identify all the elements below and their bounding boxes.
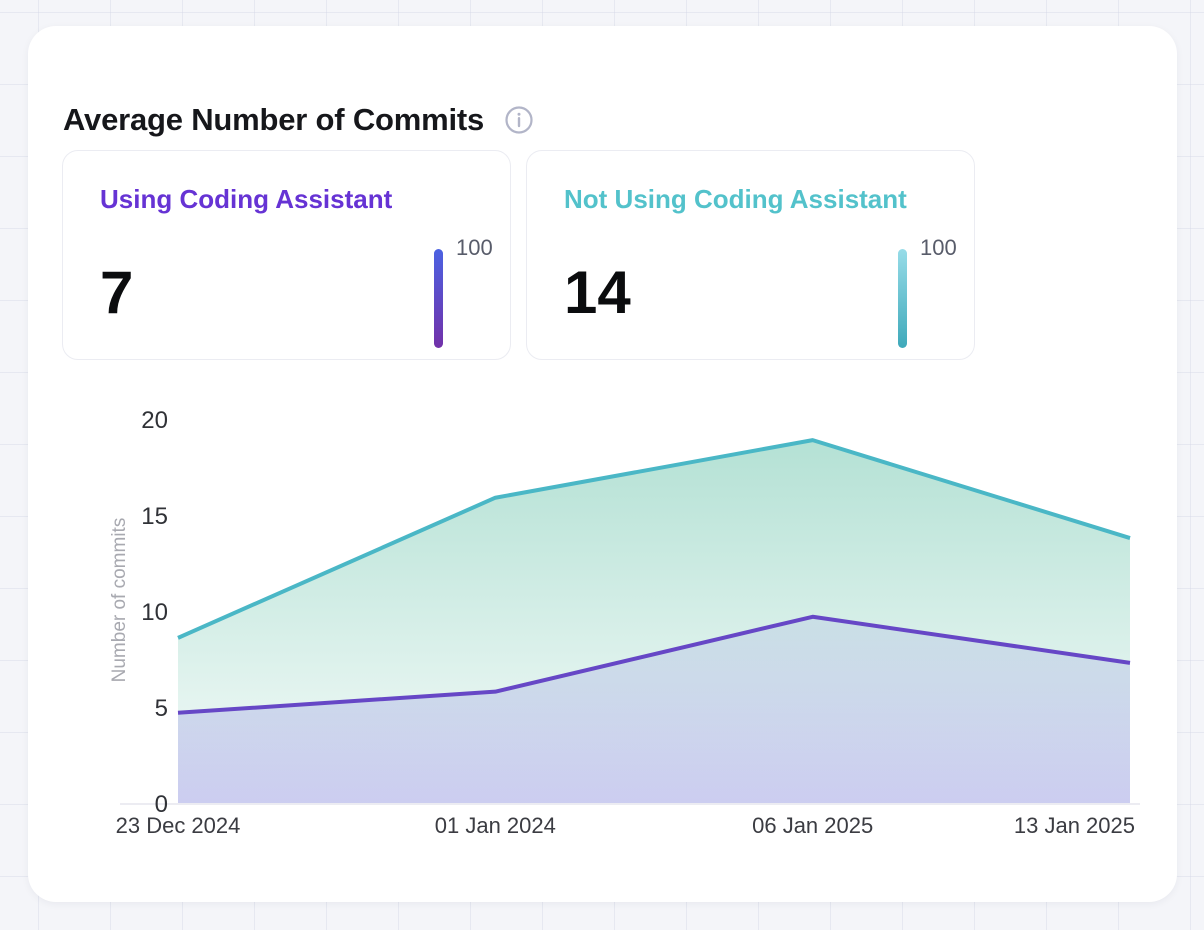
gradient-scale-bar xyxy=(434,249,443,348)
stat-card-not-using-assistant: Not Using Coding Assistant 14 100 xyxy=(526,150,975,360)
svg-text:01 Jan 2024: 01 Jan 2024 xyxy=(435,813,556,838)
svg-text:0: 0 xyxy=(155,791,168,818)
series-line-1 xyxy=(177,438,1131,640)
svg-text:15: 15 xyxy=(141,503,168,530)
page-title: Average Number of Commits xyxy=(63,102,485,137)
info-icon[interactable] xyxy=(504,105,534,135)
svg-text:10: 10 xyxy=(141,599,168,626)
area-0 xyxy=(178,616,1130,803)
svg-text:20: 20 xyxy=(141,407,168,434)
scale-max-label: 100 xyxy=(920,235,957,260)
stat-card-using-assistant: Using Coding Assistant 7 100 xyxy=(62,150,511,360)
card-header: Average Number of Commits xyxy=(63,98,534,142)
stat-title-using: Using Coding Assistant xyxy=(100,184,393,214)
stat-title-not-using: Not Using Coding Assistant xyxy=(564,184,907,214)
gradient-scale-bar xyxy=(898,249,907,348)
scale-max-label: 100 xyxy=(456,235,493,260)
svg-text:06 Jan 2025: 06 Jan 2025 xyxy=(752,813,873,838)
svg-text:23 Dec 2024: 23 Dec 2024 xyxy=(116,813,241,838)
stat-value-not-using: 14 xyxy=(564,259,631,326)
svg-text:13 Jan 2025: 13 Jan 2025 xyxy=(1014,813,1135,838)
stat-value-using: 7 xyxy=(100,259,134,326)
commits-chart[interactable]: 0 5 10 15 20 23 Dec 2024 01 Jan 2024 06 Jan 202… xyxy=(28,26,1177,902)
commits-card: 0 5 10 15 20 23 Dec 2024 01 Jan 2024 06 Jan 202… xyxy=(28,26,1177,902)
stat-cards-row: Using Coding Assistant 7 100 Not Using C… xyxy=(62,150,975,360)
svg-text:Number of commits: Number of commits xyxy=(109,518,130,683)
svg-text:5: 5 xyxy=(155,695,168,722)
series-line-0 xyxy=(177,614,1131,715)
